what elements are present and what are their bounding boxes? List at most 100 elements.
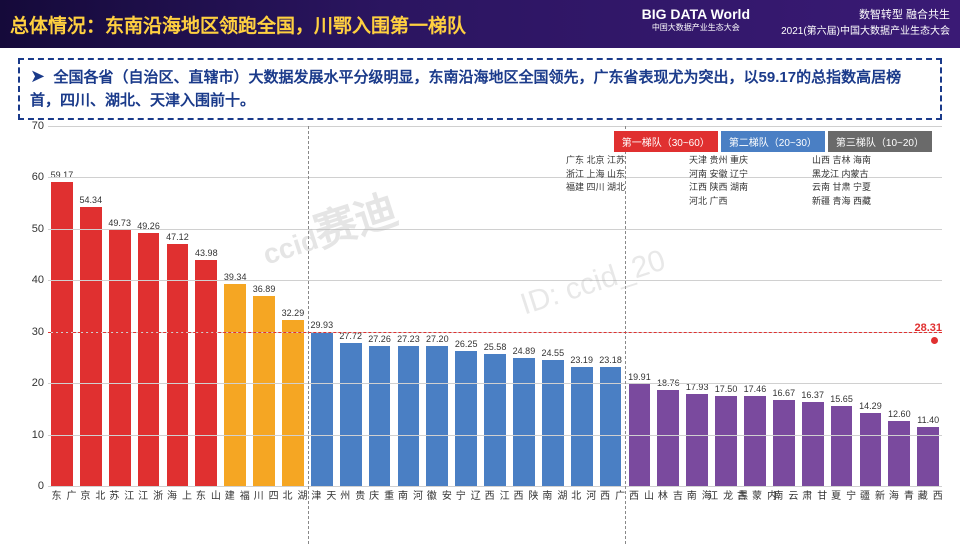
bar-column: 47.12上海 <box>164 126 192 486</box>
grid-line <box>48 486 942 487</box>
bar <box>80 207 102 486</box>
bar <box>138 233 160 486</box>
bar-column: 24.55湖南 <box>539 126 567 486</box>
bar-category-label: 云南 <box>769 490 799 500</box>
bar-value-label: 27.26 <box>368 334 391 344</box>
tier-province-col: 天津 贵州 重庆 河南 安徽 辽宁 江西 陕西 湖南 河北 广西 <box>689 154 809 208</box>
bar-category-label: 山西 <box>624 490 654 500</box>
bar-column: 32.29湖北 <box>279 126 307 486</box>
bar-category-label: 湖南 <box>538 490 568 500</box>
bar-column: 54.34北京 <box>77 126 105 486</box>
bar-category-label: 西藏 <box>913 490 943 500</box>
tier-province-lists: 广东 北京 江苏 浙江 上海 山东 福建 四川 湖北天津 贵州 重庆 河南 安徽… <box>566 154 932 208</box>
bar <box>860 413 882 486</box>
bar <box>195 260 217 486</box>
y-tick: 30 <box>32 326 44 338</box>
bar <box>888 421 910 486</box>
bar <box>426 346 448 486</box>
event-logo: BIG DATA World 中国大数据产业生态大会 <box>642 6 750 33</box>
bar <box>455 351 477 486</box>
bar <box>51 182 73 486</box>
bar-category-label: 广西 <box>596 490 626 500</box>
bar <box>340 343 362 486</box>
bar-category-label: 安徽 <box>422 490 452 500</box>
bar <box>686 394 708 486</box>
bar-column: 24.89陕西 <box>510 126 538 486</box>
header-bar: 总体情况：东南沿海地区领跑全国，川鄂入围第一梯队 BIG DATA World … <box>0 0 960 48</box>
chart-container: ccid赛迪 ID: ccid_20 010203040506070 59.17… <box>18 126 942 546</box>
bar-value-label: 27.23 <box>397 334 420 344</box>
bar-category-label: 重庆 <box>365 490 395 500</box>
grid-line <box>48 280 942 281</box>
bar <box>715 396 737 486</box>
reference-line <box>48 332 942 333</box>
bar-value-label: 32.29 <box>282 308 305 318</box>
bar-value-label: 14.29 <box>859 401 882 411</box>
arrow-icon: ➤ <box>30 66 45 86</box>
bar-category-label: 青海 <box>884 490 914 500</box>
bar <box>831 406 853 486</box>
bar-value-label: 43.98 <box>195 248 218 258</box>
grid-line <box>48 435 942 436</box>
bar-column: 36.89四川 <box>250 126 278 486</box>
bar-category-label: 吉林 <box>653 490 683 500</box>
bar-column: 49.26浙江 <box>135 126 163 486</box>
y-tick: 50 <box>32 223 44 235</box>
y-tick: 60 <box>32 171 44 183</box>
bar <box>398 346 420 486</box>
legend-item: 第二梯队（20~30） <box>721 131 825 152</box>
bar-value-label: 24.55 <box>542 348 565 358</box>
y-tick: 0 <box>38 480 44 492</box>
tier-province-col: 山西 吉林 海南 黑龙江 内蒙古 云南 甘肃 宁夏 新疆 青海 西藏 <box>812 154 932 208</box>
bar <box>657 390 679 486</box>
bar-value-label: 23.19 <box>570 355 593 365</box>
bar <box>917 427 939 486</box>
bar-value-label: 19.91 <box>628 372 651 382</box>
bar <box>311 332 333 486</box>
bar-value-label: 15.65 <box>830 394 853 404</box>
tier-province-col: 广东 北京 江苏 浙江 上海 山东 福建 四川 湖北 <box>566 154 686 208</box>
bar-value-label: 23.18 <box>599 355 622 365</box>
bar-value-label: 17.46 <box>744 384 767 394</box>
bar-column: 27.72贵州 <box>337 126 365 486</box>
bar-value-label: 17.50 <box>715 384 738 394</box>
header-slogan: 数智转型 融合共生 2021(第六届)中国大数据产业生态大会 <box>781 6 950 37</box>
tier-divider <box>308 126 309 544</box>
bar-category-label: 河北 <box>567 490 597 500</box>
legend-item: 第一梯队（30~60） <box>614 131 718 152</box>
bar-category-label: 山东 <box>191 490 221 500</box>
bar-value-label: 16.67 <box>773 388 796 398</box>
bar-category-label: 浙江 <box>134 490 164 500</box>
average-label: 28.31 <box>914 322 942 334</box>
bar-category-label: 甘肃 <box>798 490 828 500</box>
bar-category-label: 江西 <box>480 490 510 500</box>
bar-column: 29.93天津 <box>308 126 336 486</box>
bar-value-label: 47.12 <box>166 232 189 242</box>
bar-category-label: 上海 <box>162 490 192 500</box>
bar-value-label: 27.20 <box>426 334 449 344</box>
bar-column: 25.58江西 <box>481 126 509 486</box>
bar-value-label: 12.60 <box>888 409 911 419</box>
bar <box>542 360 564 486</box>
y-tick: 10 <box>32 429 44 441</box>
bar-value-label: 54.34 <box>80 195 103 205</box>
bar-value-label: 16.37 <box>801 390 824 400</box>
legend: 第一梯队（30~60）第二梯队（20~30）第三梯队（10~20） <box>614 131 932 152</box>
bar-column: 27.20安徽 <box>423 126 451 486</box>
bar-value-label: 24.89 <box>513 346 536 356</box>
bar-category-label: 四川 <box>249 490 279 500</box>
y-axis: 010203040506070 <box>18 126 46 486</box>
bar <box>282 320 304 486</box>
bar <box>109 230 131 486</box>
bar-category-label: 河南 <box>393 490 423 500</box>
bar <box>744 396 766 486</box>
bar-column: 26.25辽宁 <box>452 126 480 486</box>
bar-category-label: 广东 <box>47 490 77 500</box>
bar-value-label: 25.58 <box>484 342 507 352</box>
bar-column: 27.26重庆 <box>366 126 394 486</box>
bar-category-label: 湖北 <box>278 490 308 500</box>
bar-value-label: 29.93 <box>311 320 334 330</box>
legend-item: 第三梯队（10~20） <box>828 131 932 152</box>
bar <box>773 400 795 486</box>
bar-category-label: 陕西 <box>509 490 539 500</box>
